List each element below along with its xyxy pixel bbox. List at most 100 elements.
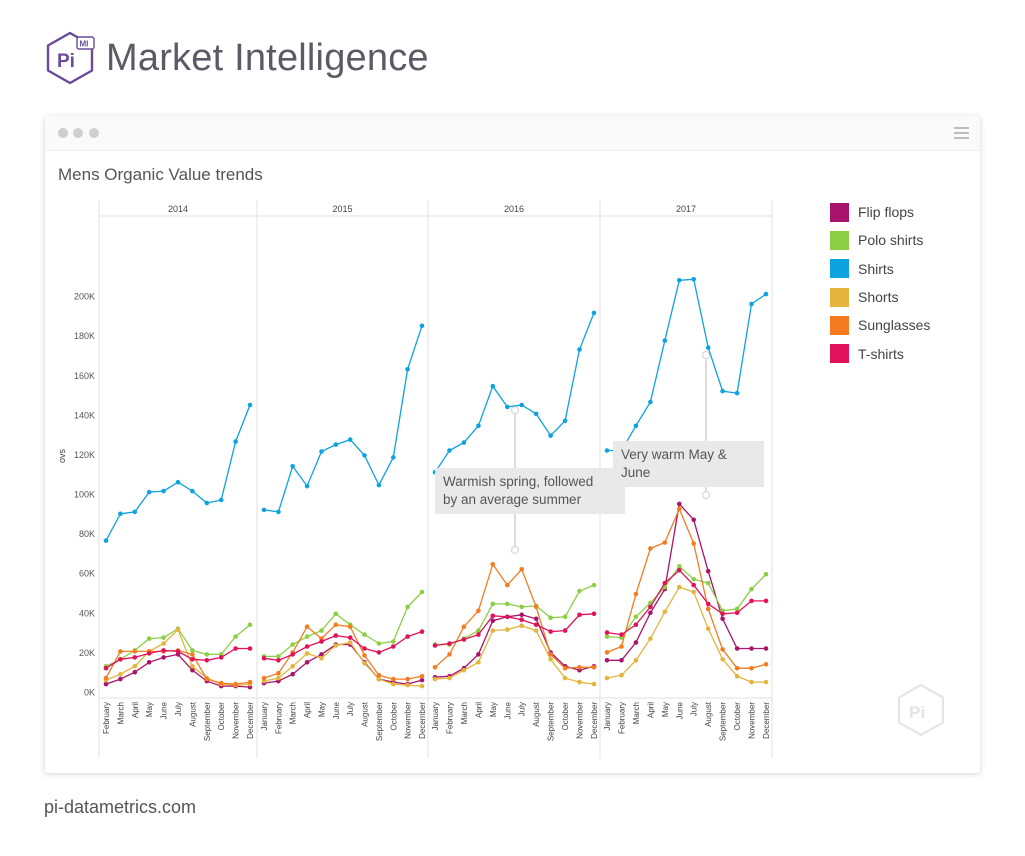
data-point-sunglasses [419, 673, 425, 679]
x-tick-label: July [346, 702, 355, 716]
data-point-polo-shirts [290, 642, 295, 647]
data-point-sunglasses [376, 672, 382, 678]
data-point-shirts [376, 482, 382, 488]
x-tick-label: December [762, 702, 771, 739]
data-point-shorts [447, 675, 452, 681]
data-point-t-shirts [419, 629, 425, 634]
data-point-flip-flops [763, 646, 769, 651]
data-point-sunglasses [662, 540, 668, 545]
series-line-polo-shirts [606, 565, 767, 639]
data-point-sunglasses [548, 652, 553, 657]
data-point-flip-flops [677, 501, 682, 507]
data-point-polo-shirts [591, 582, 597, 588]
data-point-flip-flops [319, 652, 324, 657]
data-point-polo-shirts [749, 586, 754, 592]
legend-item-flip-flops[interactable]: Flip flops [830, 198, 930, 226]
data-point-t-shirts [333, 633, 339, 638]
pi-watermark-icon: Pi [897, 683, 945, 737]
legend-item-shirts[interactable]: Shirts [830, 255, 930, 283]
data-point-polo-shirts [691, 576, 696, 582]
x-tick-label: September [719, 702, 728, 741]
x-tick-label: August [532, 701, 541, 727]
data-point-sunglasses [103, 675, 109, 681]
data-point-flip-flops [734, 646, 740, 651]
data-point-flip-flops [118, 676, 123, 682]
data-point-polo-shirts [276, 654, 281, 659]
data-point-sunglasses [432, 665, 438, 670]
chart-legend: Flip flops Polo shirts Shirts Shorts Sunglas… [830, 198, 930, 368]
data-point-t-shirts [233, 646, 238, 651]
series-line-sunglasses [434, 562, 594, 669]
data-point-flip-flops [132, 669, 138, 675]
legend-swatch [830, 259, 849, 279]
data-point-sunglasses [204, 676, 210, 682]
data-point-polo-shirts [247, 622, 253, 627]
data-point-polo-shirts [391, 639, 396, 644]
series-line-polo-shirts [264, 591, 423, 658]
data-point-polo-shirts [405, 604, 410, 610]
data-point-flip-flops [633, 640, 639, 645]
data-point-flip-flops [705, 568, 711, 574]
data-point-shorts [749, 679, 754, 685]
data-point-polo-shirts [190, 648, 195, 653]
y-tick-label: 20K [79, 648, 95, 658]
x-tick-label: May [317, 702, 326, 717]
data-point-flip-flops [476, 652, 481, 657]
data-point-t-shirts [190, 657, 195, 662]
data-point-shirts [118, 511, 123, 517]
data-point-polo-shirts [146, 636, 152, 641]
data-point-t-shirts [103, 665, 109, 671]
annotation-2016-connector-end [510, 405, 520, 415]
data-point-sunglasses [677, 506, 682, 512]
window-dot [58, 128, 68, 138]
data-point-shirts [362, 453, 367, 458]
x-tick-label: November [748, 702, 757, 739]
data-point-shorts [604, 675, 610, 681]
data-point-shorts [432, 676, 438, 682]
data-point-shorts [691, 589, 696, 595]
data-point-t-shirts [763, 598, 769, 604]
annotation-2017-connector-end [701, 490, 711, 500]
legend-item-polo-shirts[interactable]: Polo shirts [830, 226, 930, 254]
data-point-shorts [419, 683, 425, 689]
series-line-flip-flops [607, 502, 766, 661]
panel-year-label: 2015 [332, 204, 352, 214]
legend-item-shorts[interactable]: Shorts [830, 283, 930, 311]
data-point-flip-flops [161, 655, 166, 660]
legend-item-sunglasses[interactable]: Sunglasses [830, 311, 930, 339]
x-tick-label: May [489, 702, 498, 717]
y-tick-label: 0K [84, 688, 95, 698]
data-point-shirts [677, 278, 682, 283]
logo-text: Pi [57, 51, 75, 72]
data-point-shorts [118, 671, 123, 677]
series-line-shirts [607, 278, 767, 452]
series-line-t-shirts [263, 630, 423, 661]
svg-text:Pi: Pi [909, 703, 925, 722]
data-point-t-shirts [505, 614, 510, 620]
footer-url[interactable]: pi-datametrics.com [44, 797, 197, 817]
data-point-t-shirts [347, 635, 353, 640]
hamburger-icon[interactable] [954, 127, 969, 139]
x-tick-label: February [617, 702, 626, 734]
data-point-polo-shirts [562, 614, 568, 620]
data-point-shirts [662, 338, 668, 343]
x-tick-label: September [203, 702, 212, 741]
data-point-sunglasses [490, 562, 496, 567]
data-point-polo-shirts [204, 652, 210, 657]
y-axis-label: ovs [57, 449, 67, 464]
data-point-shirts [405, 367, 410, 372]
data-point-shirts [691, 277, 696, 282]
data-point-sunglasses [261, 675, 267, 681]
data-point-shirts [276, 509, 281, 515]
data-point-shirts [734, 390, 740, 396]
series-line-flip-flops [263, 643, 423, 685]
legend-item-t-shirts[interactable]: T-shirts [830, 339, 930, 367]
legend-swatch [830, 230, 849, 250]
data-point-shirts [591, 310, 597, 316]
x-tick-label: August [361, 701, 370, 727]
data-point-t-shirts [705, 601, 711, 607]
data-point-shorts [662, 609, 668, 615]
data-point-polo-shirts [476, 628, 481, 633]
data-point-polo-shirts [577, 588, 582, 594]
legend-swatch [830, 287, 849, 307]
